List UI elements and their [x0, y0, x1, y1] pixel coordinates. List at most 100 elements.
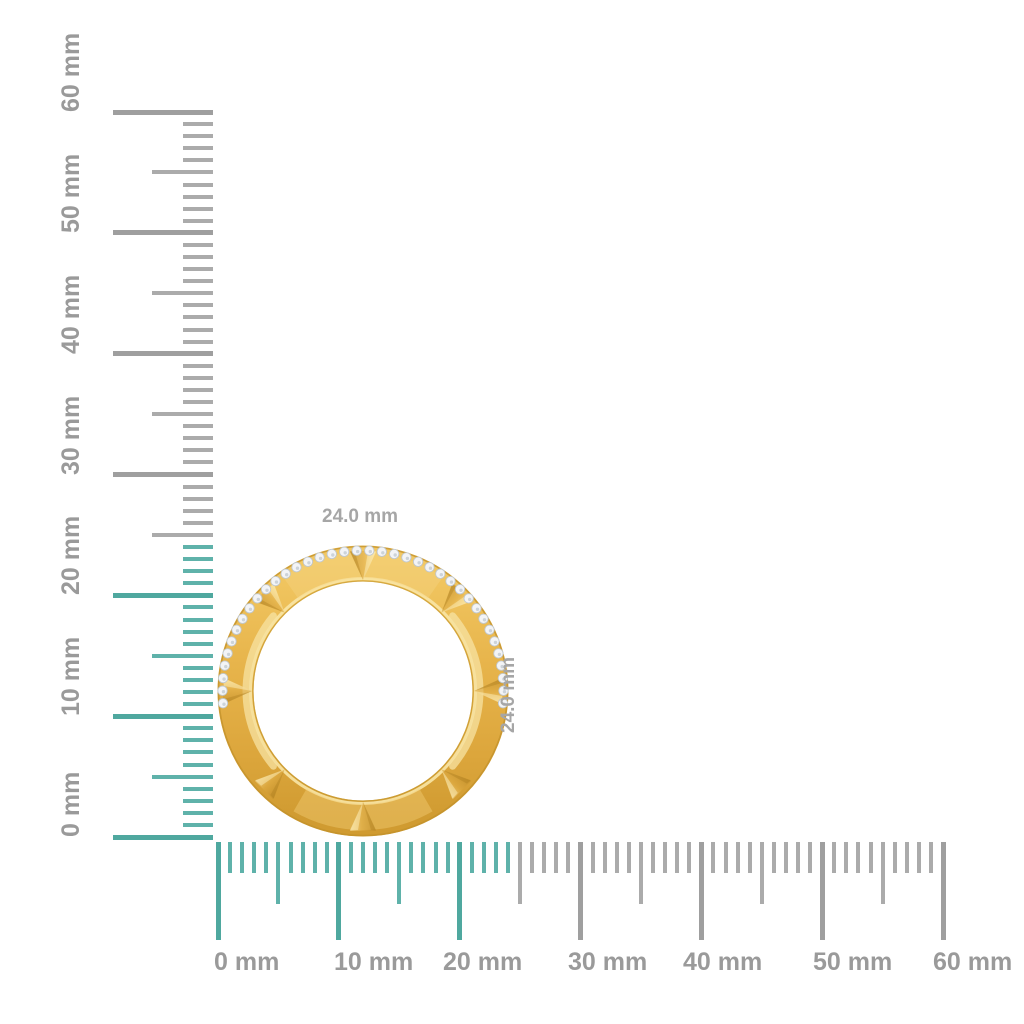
tick-h-27mm — [542, 842, 547, 873]
tick-h-11mm — [348, 842, 353, 873]
tick-v-36mm — [183, 400, 213, 404]
diamond-facet-sparkle — [356, 549, 360, 554]
diamond-facet-sparkle — [368, 549, 372, 554]
diamond-facet-sparkle — [235, 629, 240, 633]
tick-h-3mm — [252, 842, 257, 873]
diamond-facet-sparkle — [222, 702, 226, 706]
tick-v-3mm — [183, 798, 213, 803]
ring-width-dimension-label: 24.0 mm — [322, 506, 399, 527]
tick-h-32mm — [602, 842, 607, 873]
tick-h-16mm — [409, 842, 414, 873]
tick-v-51mm — [183, 218, 213, 223]
tick-v-10mm — [113, 713, 213, 719]
diamond-facet-sparkle — [224, 664, 228, 669]
tick-v-35mm — [152, 412, 213, 417]
h-ruler-label-0mm: 0 mm — [214, 948, 280, 976]
diamond-facet-sparkle — [307, 561, 311, 565]
tick-h-19mm — [445, 842, 450, 873]
tick-h-18mm — [433, 842, 438, 873]
tick-v-30mm — [113, 472, 213, 477]
diamond-facet-sparkle — [428, 566, 433, 570]
tick-v-53mm — [183, 194, 213, 199]
tick-h-49mm — [808, 842, 813, 873]
tick-h-57mm — [904, 842, 909, 873]
tick-v-54mm — [183, 182, 213, 187]
tick-h-46mm — [771, 842, 776, 873]
tick-h-2mm — [240, 842, 245, 873]
tick-h-15mm — [397, 842, 402, 904]
diamond-facet-sparkle — [241, 618, 246, 622]
tick-v-28mm — [183, 496, 213, 501]
tick-v-60mm — [113, 109, 213, 115]
diamond-facet-sparkle — [502, 702, 506, 706]
tick-v-43mm — [183, 315, 213, 320]
diamond-facet-sparkle — [502, 677, 506, 681]
tick-v-18mm — [183, 617, 213, 622]
tick-v-52mm — [183, 206, 213, 211]
diamond-facet-sparkle — [502, 690, 507, 694]
tick-v-22mm — [183, 569, 213, 574]
tick-h-23mm — [493, 842, 498, 873]
tick-h-21mm — [469, 842, 474, 873]
tick-h-13mm — [373, 842, 378, 873]
tick-h-58mm — [916, 842, 921, 873]
tick-v-55mm — [152, 170, 213, 175]
tick-h-42mm — [723, 842, 728, 873]
diamond-facet-sparkle — [393, 553, 397, 557]
tick-v-0mm — [113, 834, 213, 840]
tick-h-59mm — [928, 842, 933, 873]
tick-v-31mm — [183, 460, 213, 465]
diamond-facet-sparkle — [482, 618, 487, 622]
ring-image — [217, 545, 509, 837]
tick-h-53mm — [856, 842, 861, 873]
v-ruler-label-30mm: 30 mm — [57, 395, 85, 475]
tick-h-52mm — [844, 842, 849, 873]
v-ruler-label-20mm: 20 mm — [57, 515, 85, 595]
diamond-facet-sparkle — [468, 597, 472, 602]
tick-v-23mm — [183, 557, 213, 562]
tick-h-22mm — [481, 842, 486, 873]
tick-v-49mm — [183, 242, 213, 247]
diamond-facet-sparkle — [381, 551, 385, 555]
tick-h-4mm — [264, 842, 269, 873]
tick-v-57mm — [183, 146, 213, 151]
tick-h-9mm — [324, 842, 329, 873]
diamond-facet-sparkle — [500, 664, 504, 669]
tick-v-41mm — [183, 339, 213, 344]
diamond-facet-sparkle — [222, 677, 226, 681]
diamond-facet-sparkle — [459, 588, 463, 592]
h-ruler-label-50mm: 50 mm — [813, 948, 893, 976]
tick-v-1mm — [183, 822, 213, 827]
diamond-facet-sparkle — [265, 588, 269, 592]
tick-h-50mm — [819, 842, 825, 940]
tick-v-32mm — [183, 448, 213, 453]
tick-h-44mm — [747, 842, 752, 873]
tick-v-7mm — [183, 750, 213, 755]
tick-h-28mm — [554, 842, 559, 873]
diamond-facet-sparkle — [493, 640, 498, 645]
tick-v-27mm — [183, 508, 213, 513]
v-ruler-label-50mm: 50 mm — [57, 153, 85, 233]
diamond-facet-sparkle — [475, 607, 480, 611]
tick-v-5mm — [152, 774, 213, 779]
diamond-facet-sparkle — [488, 629, 493, 633]
h-ruler-label-40mm: 40 mm — [683, 948, 763, 976]
h-ruler-label-60mm: 60 mm — [933, 948, 1013, 976]
tick-h-54mm — [868, 842, 873, 873]
tick-h-1mm — [228, 842, 233, 873]
tick-h-29mm — [566, 842, 571, 873]
tick-v-8mm — [183, 738, 213, 743]
tick-h-24mm — [506, 842, 510, 873]
tick-v-6mm — [183, 762, 213, 767]
tick-v-56mm — [183, 158, 213, 163]
tick-h-51mm — [832, 842, 837, 873]
tick-v-37mm — [183, 387, 213, 392]
diamond-facet-sparkle — [343, 551, 347, 555]
tick-v-19mm — [183, 605, 213, 610]
tick-v-40mm — [113, 351, 213, 357]
diamond-rim — [217, 545, 509, 709]
tick-h-48mm — [796, 842, 800, 873]
diamond-facet-sparkle — [331, 553, 335, 557]
diamond-facet-sparkle — [405, 556, 410, 561]
tick-v-24mm — [183, 545, 213, 549]
